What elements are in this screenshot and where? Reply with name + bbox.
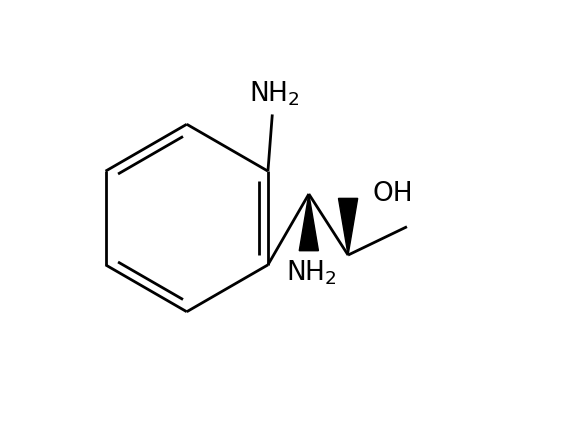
Polygon shape — [299, 194, 319, 251]
Text: OH: OH — [372, 181, 413, 207]
Text: NH$_2$: NH$_2$ — [286, 259, 337, 287]
Polygon shape — [338, 198, 358, 255]
Text: NH$_2$: NH$_2$ — [249, 79, 300, 108]
